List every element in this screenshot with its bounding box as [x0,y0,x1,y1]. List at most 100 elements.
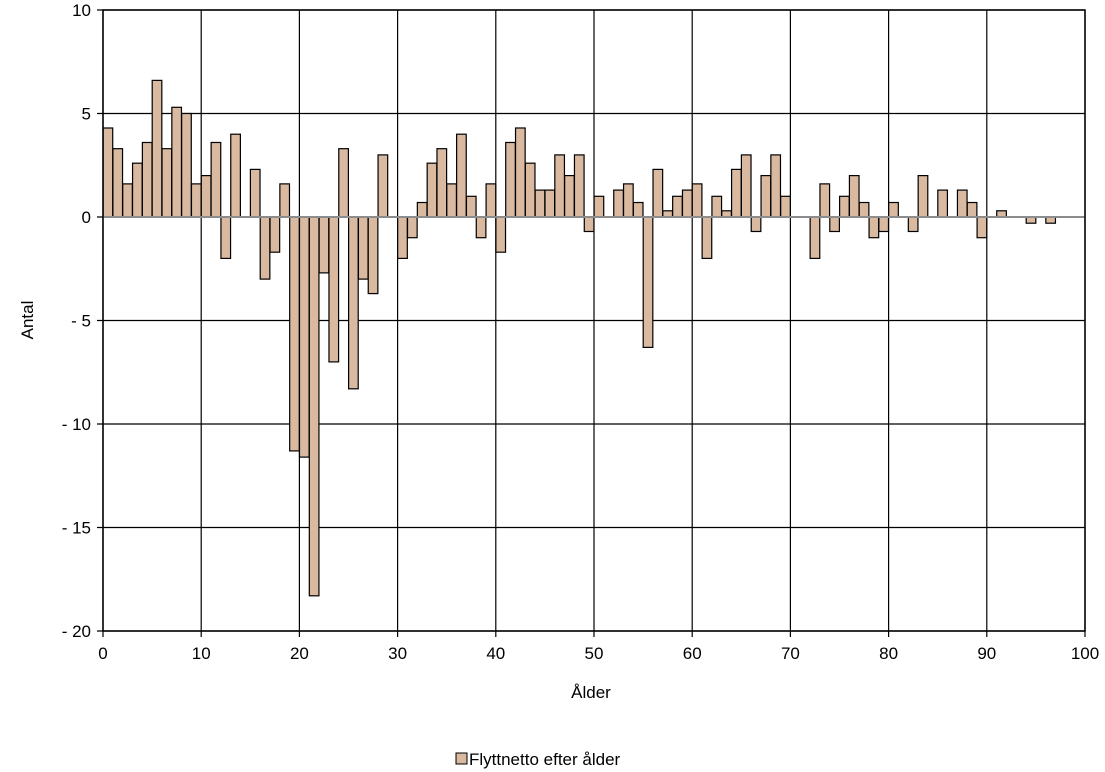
x-tick-label: 60 [683,644,702,663]
y-tick-label: - 20 [62,622,91,641]
bar [112,148,124,218]
bar [917,175,929,218]
bar [347,216,359,390]
legend-label: Flyttnetto efter ålder [469,750,621,769]
bar [289,216,300,452]
bar [878,216,890,233]
bar [102,127,114,218]
x-tick-label: 40 [486,644,505,663]
y-tick-label: - 10 [62,415,91,434]
bar [465,195,477,218]
bar [780,195,791,218]
gridlines [97,9,1086,637]
bar [338,148,350,218]
bar [554,154,566,218]
x-tick-label: 10 [192,644,211,663]
bar [691,183,703,218]
x-axis-title: Ålder [571,683,611,702]
y-tick-labels: 10 5 0 - 5 - 10 - 15 - 20 [62,1,91,641]
bar [730,168,742,218]
bar [819,183,831,218]
x-tick-label: 0 [98,644,107,663]
bar [524,162,536,218]
bar [406,216,418,239]
bar [269,216,281,253]
bars [102,79,1057,597]
bar [750,216,762,233]
bar [397,216,408,260]
bar [367,216,379,295]
bar [161,148,173,218]
bar [495,216,507,253]
bar [564,175,575,218]
bar [770,154,782,218]
bar [544,189,556,218]
bar [200,175,212,218]
bar [456,133,467,218]
bar [426,162,438,218]
bar [829,216,841,233]
bar [534,189,546,218]
bar [593,195,605,218]
bar [181,112,192,218]
bar [485,183,497,218]
bar [298,216,310,458]
bar [652,168,664,218]
bar [760,175,772,218]
bar [122,183,133,218]
x-tick-label: 90 [977,644,996,663]
bar [583,216,595,233]
bar [377,154,389,218]
bar [838,195,850,218]
bar [632,201,644,218]
y-tick-label: 10 [72,1,91,20]
bar [672,195,683,218]
bar [809,216,821,260]
bar [308,216,320,597]
bar [279,183,291,218]
bar [141,141,153,218]
bar [937,189,949,218]
bar [622,183,634,218]
y-tick-label: - 5 [71,312,91,331]
bar [907,216,919,233]
y-axis-title: Antal [18,301,37,340]
bar [976,216,988,239]
x-tick-labels: 0 10 20 30 40 50 60 70 80 90 100 [98,644,1099,663]
bar [888,201,899,218]
x-tick-label: 80 [879,644,898,663]
bar [868,216,880,239]
bar [210,141,222,218]
bar [131,162,143,218]
bar [966,201,978,218]
bar [328,216,340,363]
bar [249,168,261,218]
bar [514,127,526,218]
bar [436,148,448,218]
bar [357,216,369,280]
bar [318,216,330,274]
bar [416,201,428,218]
bar [956,189,968,218]
bar [220,216,232,260]
bar [259,216,271,280]
bar [848,175,860,218]
bar [681,189,693,218]
y-tick-label: - 15 [62,519,91,538]
x-tick-label: 20 [290,644,309,663]
y-tick-label: 0 [82,208,91,227]
bar [740,154,752,218]
legend: Flyttnetto efter ålder [455,750,621,769]
bar [475,216,487,239]
x-tick-label: 30 [388,644,407,663]
x-tick-label: 70 [781,644,800,663]
bar [858,201,870,218]
bar [642,216,654,349]
bar [171,106,183,218]
legend-swatch [455,752,468,765]
bar [230,133,241,218]
bar [573,154,585,218]
bar [190,183,202,218]
x-tick-label: 50 [585,644,604,663]
